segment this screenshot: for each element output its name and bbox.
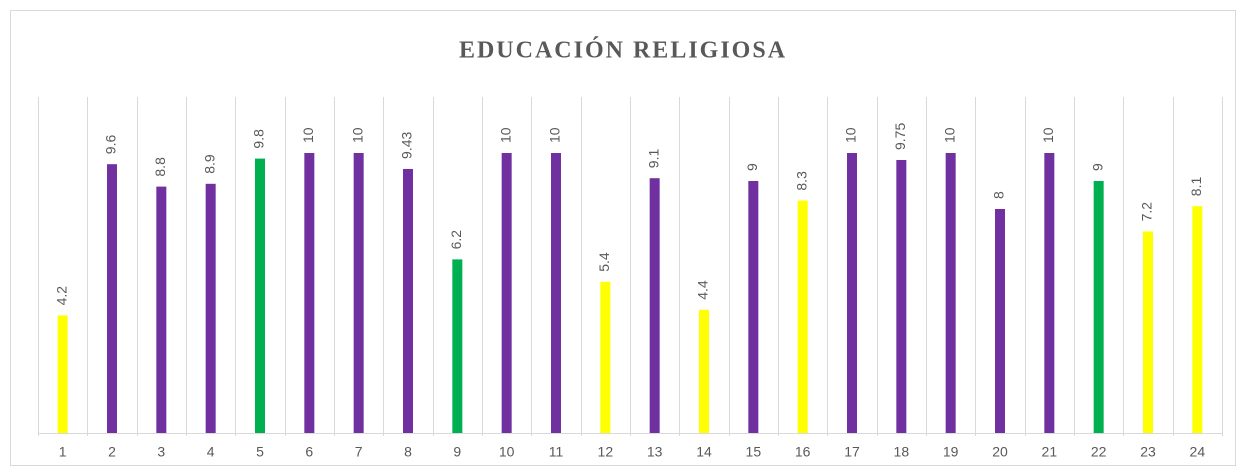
- bar: [748, 181, 759, 433]
- bar: [1143, 231, 1153, 433]
- bar: [205, 183, 216, 433]
- x-tick-label: 19: [943, 444, 959, 460]
- data-label: 9: [744, 163, 760, 171]
- bar: [353, 153, 364, 433]
- bar: [57, 315, 68, 433]
- x-tick-label: 17: [844, 444, 860, 460]
- bar: [403, 168, 413, 433]
- data-label: 10: [300, 127, 316, 143]
- x-tick-label: 9: [453, 444, 461, 460]
- data-label: 5.4: [596, 252, 612, 272]
- data-label: 8.3: [793, 171, 809, 191]
- bar: [649, 178, 660, 433]
- bar: [551, 153, 561, 433]
- bar: [699, 309, 709, 433]
- data-label: 8.9: [201, 154, 217, 174]
- data-label: 9.8: [251, 129, 267, 149]
- bar: [107, 164, 117, 433]
- x-tick-label: 12: [598, 444, 614, 460]
- bar: [896, 160, 907, 433]
- data-label: 10: [497, 127, 513, 143]
- x-tick-label: 2: [108, 444, 116, 460]
- bar: [1093, 181, 1104, 433]
- bar: [847, 153, 857, 433]
- bar: [304, 153, 315, 433]
- x-tick-label: 8: [404, 444, 412, 460]
- data-label: 7.2: [1139, 202, 1155, 222]
- x-tick-label: 22: [1091, 444, 1107, 460]
- data-label: 9.1: [645, 149, 661, 169]
- bar: [501, 153, 512, 433]
- data-label: 10: [349, 127, 365, 143]
- x-tick-label: 11: [549, 444, 564, 460]
- x-tick-label: 20: [992, 444, 1008, 460]
- data-label: 8.1: [1188, 177, 1204, 197]
- chart-title: EDUCACIÓN RELIGIOSA: [459, 37, 787, 64]
- data-label: 9.75: [892, 123, 908, 150]
- data-label: 8.8: [152, 157, 168, 177]
- bar: [255, 158, 265, 433]
- x-tick-label: 24: [1190, 444, 1206, 460]
- x-tick-label: 13: [647, 444, 663, 460]
- x-tick-label: 23: [1140, 444, 1156, 460]
- x-tick-label: 16: [795, 444, 811, 460]
- x-tick-label: 6: [305, 444, 313, 460]
- bar: [1044, 153, 1055, 433]
- bar: [1192, 206, 1203, 433]
- bar: [995, 209, 1005, 433]
- x-tick-label: 1: [59, 444, 67, 460]
- x-tick-label: 14: [696, 444, 712, 460]
- data-label: 9: [1089, 163, 1105, 171]
- data-label: 8: [991, 191, 1007, 199]
- x-tick-label: 3: [157, 444, 165, 460]
- data-label: 10: [547, 127, 563, 143]
- data-label: 10: [941, 127, 957, 143]
- data-label: 9.43: [399, 131, 415, 158]
- bar: [156, 186, 167, 433]
- bar: [797, 200, 808, 433]
- x-tick-label: 21: [1042, 444, 1058, 460]
- data-label: 6.2: [448, 230, 464, 250]
- x-tick-label: 18: [894, 444, 910, 460]
- bar: [945, 153, 956, 433]
- data-label: 4.2: [53, 286, 69, 306]
- data-label: 4.4: [695, 280, 711, 300]
- bar: [600, 281, 611, 433]
- data-label: 10: [843, 127, 859, 143]
- x-tick-label: 4: [207, 444, 215, 460]
- bar: [452, 259, 463, 433]
- x-tick-label: 10: [499, 444, 515, 460]
- x-tick-label: 5: [256, 444, 264, 460]
- x-tick-label: 15: [746, 444, 762, 460]
- data-label: 10: [1040, 127, 1056, 143]
- data-label: 9.6: [103, 135, 119, 155]
- x-tick-label: 7: [355, 444, 363, 460]
